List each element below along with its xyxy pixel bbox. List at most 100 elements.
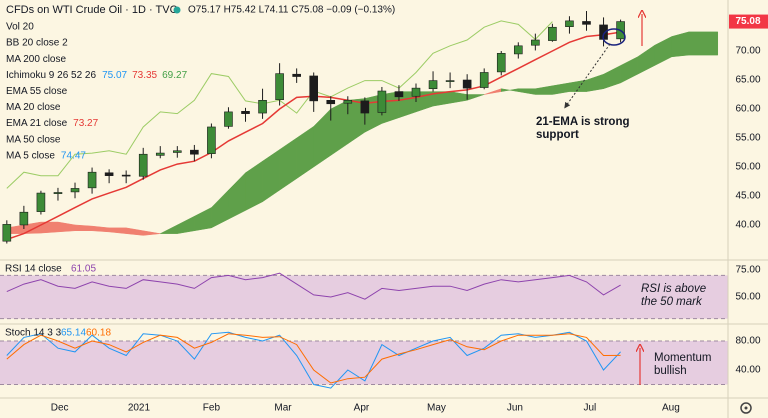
cloud-segment bbox=[518, 88, 536, 95]
candle-body bbox=[292, 73, 301, 77]
y-tick-label: 80.00 bbox=[735, 336, 760, 347]
candle-body bbox=[496, 53, 506, 73]
cloud-segment bbox=[296, 125, 314, 180]
indicator-value: 73.27 bbox=[73, 118, 98, 129]
ohlc: O75.17 H75.42 L74.11 C75.08 −0.09 (−0.13… bbox=[188, 5, 395, 16]
x-tick-label: 2021 bbox=[128, 403, 151, 414]
series-line bbox=[6, 333, 621, 384]
candle-body bbox=[173, 150, 182, 153]
x-tick-label: Aug bbox=[662, 403, 680, 414]
dashed-arrow bbox=[564, 43, 611, 109]
candle-body bbox=[207, 126, 216, 154]
cloud-segment bbox=[194, 207, 212, 232]
annotation: the 50 mark bbox=[641, 296, 703, 308]
cloud-segment bbox=[569, 79, 587, 92]
x-tick-label: Apr bbox=[354, 403, 370, 414]
candle-body bbox=[326, 100, 336, 105]
indicator-label: EMA 55 close bbox=[6, 86, 68, 97]
cloud-segment bbox=[688, 31, 719, 56]
annotation: RSI is above bbox=[641, 283, 706, 295]
candle-body bbox=[258, 100, 267, 114]
x-tick-label: Feb bbox=[203, 403, 221, 414]
highlight-ellipse bbox=[602, 28, 626, 46]
indicator-label: MA 200 close bbox=[6, 54, 66, 65]
candle-body bbox=[275, 73, 284, 101]
candle-body bbox=[548, 26, 557, 41]
candle-body bbox=[377, 90, 387, 113]
indicator-value: 75.07 bbox=[102, 70, 127, 81]
rsi-value: 61.05 bbox=[71, 264, 96, 275]
symbol: CFDs on WTI Crude Oil · 1D · TVC bbox=[6, 4, 178, 16]
annotation: Momentum bbox=[654, 352, 712, 364]
indicator-label: MA 20 close bbox=[6, 102, 61, 113]
candle-body bbox=[138, 153, 148, 177]
cloud-segment bbox=[603, 65, 621, 90]
x-tick-label: Jun bbox=[507, 403, 523, 414]
stoch-k-value: 65.14 bbox=[61, 328, 86, 339]
cloud-segment bbox=[125, 227, 144, 236]
cloud-segment bbox=[466, 94, 485, 101]
indicator-label: MA 5 close bbox=[6, 150, 55, 161]
candle-body bbox=[445, 80, 455, 82]
cloud-segment bbox=[228, 172, 246, 220]
cloud-segment bbox=[586, 73, 604, 92]
cloud-segment bbox=[74, 224, 93, 232]
candle-body bbox=[121, 174, 131, 177]
y-tick-label: 55.00 bbox=[735, 133, 760, 144]
cloud-segment bbox=[552, 82, 570, 95]
stoch-label: Stoch 14 3 3 bbox=[5, 328, 62, 339]
indicator-label: Ichimoku 9 26 52 26 bbox=[6, 70, 96, 81]
candle-body bbox=[428, 80, 438, 90]
settings-icon[interactable] bbox=[740, 402, 752, 414]
candle-body bbox=[70, 188, 80, 193]
x-tick-label: May bbox=[427, 403, 446, 414]
candle-body bbox=[479, 72, 489, 88]
candle-body bbox=[565, 20, 574, 27]
rsi-label: RSI 14 close bbox=[5, 264, 62, 275]
cloud-segment bbox=[484, 88, 502, 95]
x-tick-label: Dec bbox=[51, 403, 69, 414]
last-price-label: 75.08 bbox=[735, 16, 760, 27]
y-tick-label: 75.00 bbox=[735, 265, 760, 276]
candle-body bbox=[2, 224, 12, 242]
candle-body bbox=[155, 152, 165, 156]
candle-body bbox=[360, 100, 370, 114]
candle-body bbox=[411, 87, 421, 97]
cloud-segment bbox=[91, 225, 110, 233]
cloud-segment bbox=[108, 227, 127, 234]
candle-body bbox=[309, 75, 319, 102]
y-tick-label: 70.00 bbox=[735, 46, 760, 57]
cloud-segment bbox=[211, 189, 229, 229]
band bbox=[0, 341, 728, 385]
cloud-segment bbox=[637, 44, 655, 75]
cloud-segment bbox=[279, 137, 297, 191]
candle-body bbox=[190, 149, 199, 155]
indicator-value: 69.27 bbox=[162, 70, 187, 81]
y-tick-label: 60.00 bbox=[735, 104, 760, 115]
indicator-value: 74.47 bbox=[61, 150, 86, 161]
candle-body bbox=[513, 45, 523, 55]
indicator-label: EMA 21 close bbox=[6, 118, 68, 129]
cloud-segment bbox=[330, 99, 349, 156]
y-tick-label: 65.00 bbox=[735, 75, 760, 86]
indicator-label: MA 50 close bbox=[6, 134, 61, 145]
indicator-label: Vol 20 bbox=[6, 22, 34, 33]
cloud-segment bbox=[177, 215, 195, 234]
candle-body bbox=[241, 111, 250, 114]
cloud-segment bbox=[535, 85, 553, 95]
candle-body bbox=[343, 100, 353, 104]
cloud-segment bbox=[500, 88, 519, 92]
candle-body bbox=[394, 91, 404, 98]
series-line bbox=[6, 272, 621, 300]
plot bbox=[0, 11, 728, 389]
cloud-segment bbox=[654, 36, 672, 66]
y-tick-label: 40.00 bbox=[735, 220, 760, 231]
band bbox=[0, 275, 728, 319]
cloud-segment bbox=[142, 230, 161, 236]
candle-body bbox=[531, 39, 540, 46]
indicator-label: BB 20 close 2 bbox=[6, 38, 68, 49]
annotation: bullish bbox=[654, 365, 687, 377]
annotation: 21-EMA is strong bbox=[536, 116, 630, 128]
y-tick-label: 50.00 bbox=[735, 292, 760, 303]
